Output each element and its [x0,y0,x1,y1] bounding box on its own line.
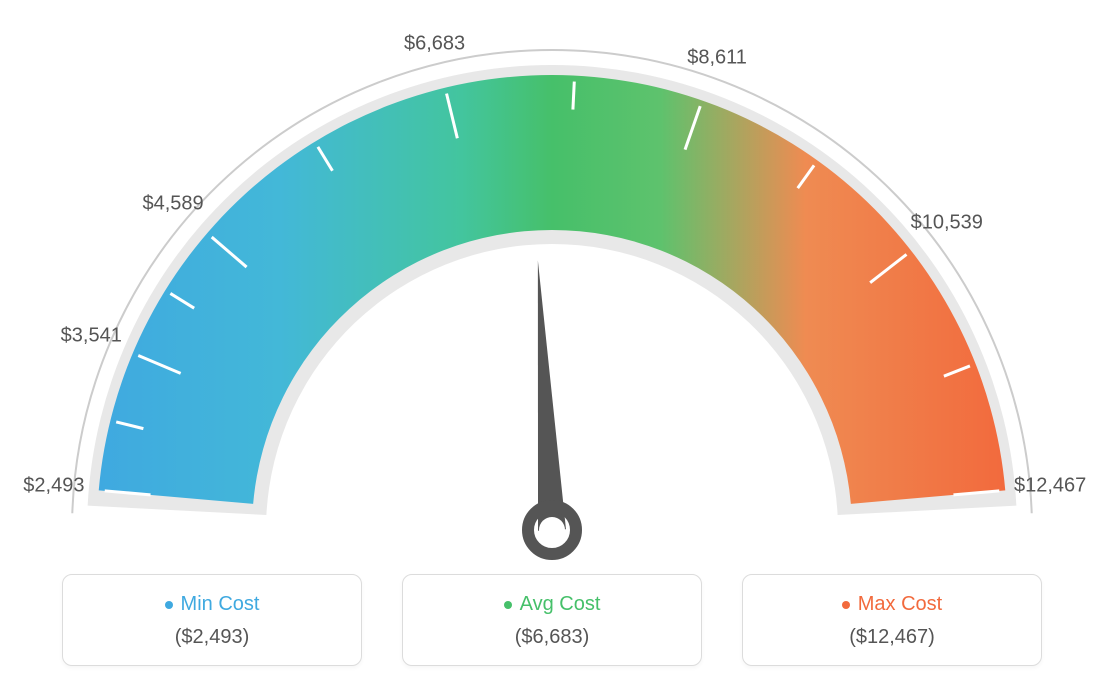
legend-card-avg: Avg Cost ($6,683) [402,574,702,666]
legend-card-max: Max Cost ($12,467) [742,574,1042,666]
axis-label: $12,467 [1014,475,1086,498]
axis-label: $8,611 [687,47,747,70]
legend-value: ($12,467) [743,626,1041,649]
axis-label: $4,589 [142,192,203,215]
axis-label: $6,683 [404,32,465,55]
dot-icon [165,601,173,609]
legend-label: Min Cost [181,593,260,616]
axis-label: $10,539 [911,212,983,235]
legend-label: Max Cost [858,593,942,616]
axis-label: $2,493 [23,475,84,498]
gauge-chart: $2,493 $3,541 $4,589 $6,683 $8,611 $10,539 $12… [0,0,1104,560]
legend-value: ($6,683) [403,626,701,649]
dot-icon [842,601,850,609]
legend-label: Avg Cost [520,593,601,616]
gauge-svg [0,0,1104,560]
legend-card-min: Min Cost ($2,493) [62,574,362,666]
legend-value: ($2,493) [63,626,361,649]
axis-label: $3,541 [61,324,122,347]
legend-row: Min Cost ($2,493) Avg Cost ($6,683) Max … [0,574,1104,666]
dot-icon [504,601,512,609]
